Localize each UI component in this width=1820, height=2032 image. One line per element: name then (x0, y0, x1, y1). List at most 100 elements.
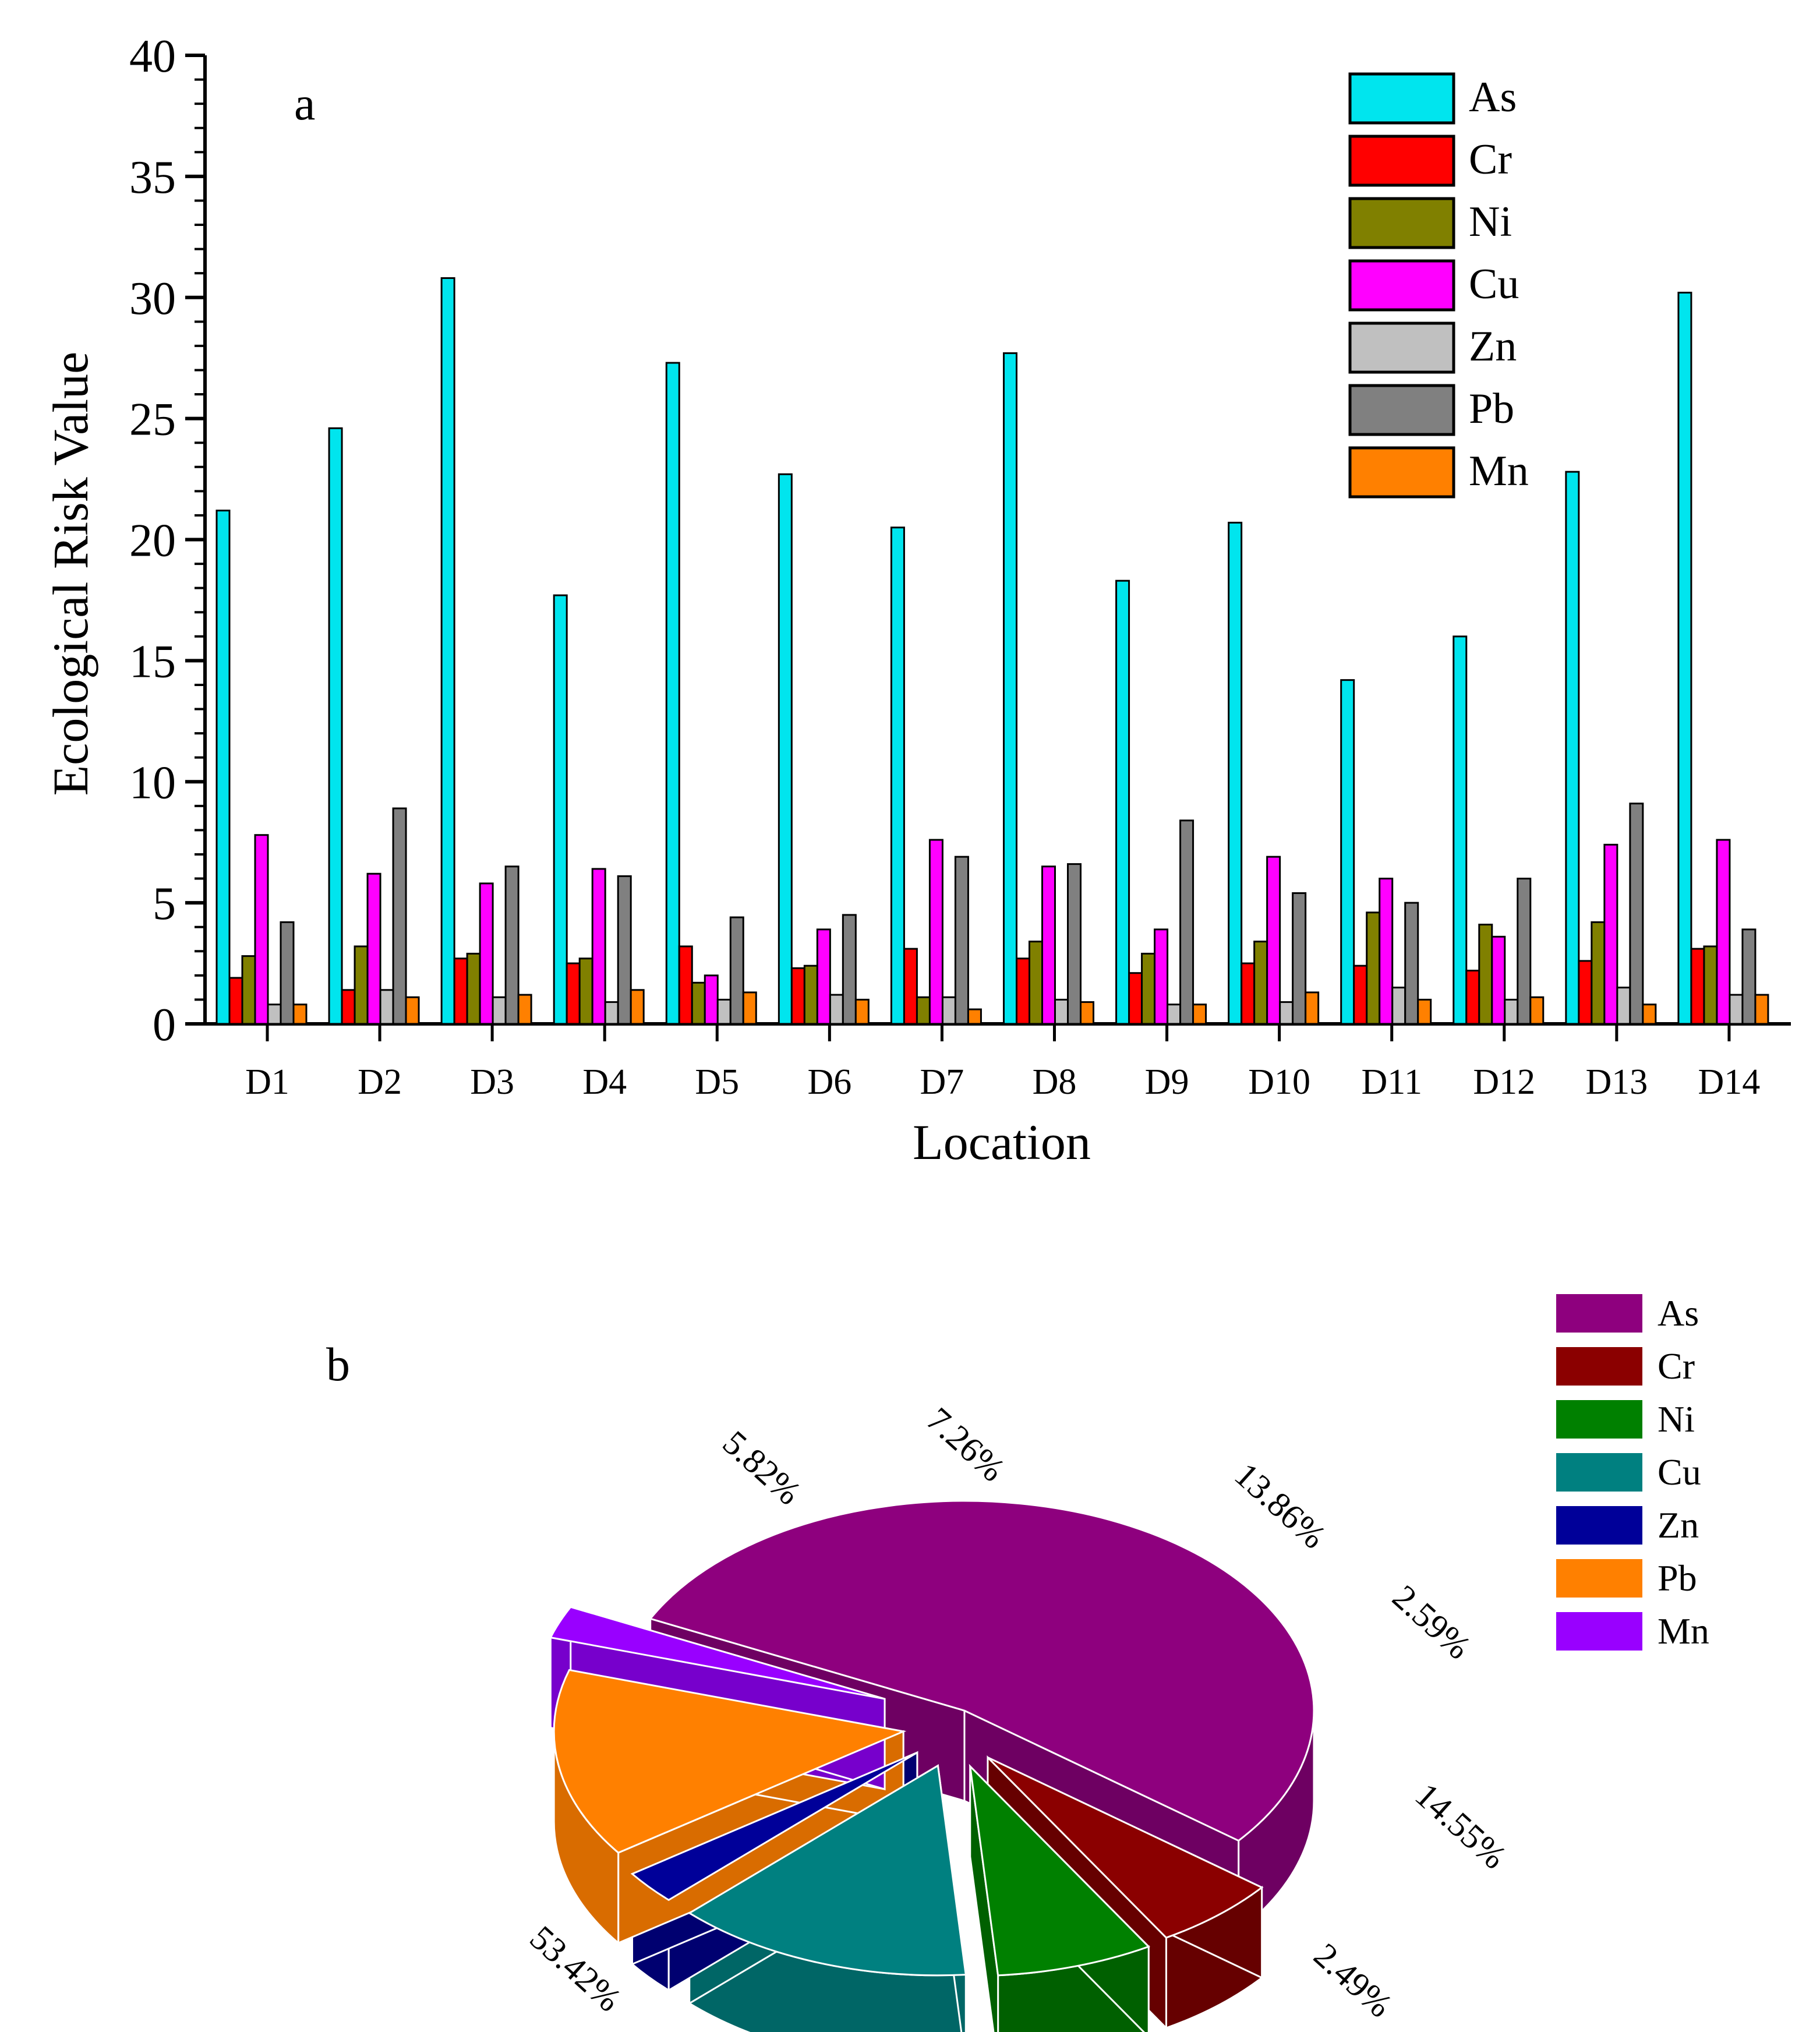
pie-legend-swatch-pb (1556, 1559, 1642, 1598)
bar-cu-d2 (366, 872, 381, 1025)
bar-mn-d9 (1192, 1003, 1207, 1025)
pie-legend-label-pb: Pb (1658, 1557, 1697, 1599)
legend-label-mn: Mn (1469, 447, 1529, 495)
bar-pb-d7 (954, 856, 969, 1025)
bar-mn-d5 (742, 991, 757, 1025)
legend-swatch-cu (1348, 259, 1455, 312)
y-tick-label: 10 (129, 757, 176, 808)
x-tick-label-d13: D13 (1585, 1062, 1648, 1102)
bar-zn-d12 (1504, 998, 1519, 1025)
bar-cr-d9 (1128, 972, 1143, 1025)
bar-legend: As Cr Ni Cu Zn Pb Mn (1348, 72, 1529, 499)
x-tick-label-d2: D2 (358, 1062, 402, 1102)
bar-cu-d14 (1716, 839, 1731, 1025)
legend-swatch-pb (1348, 384, 1455, 436)
bar-mn-d8 (1080, 1001, 1094, 1025)
panel-label-a: a (294, 77, 315, 130)
bar-axes (185, 54, 1791, 1041)
bar-ni-d1 (241, 955, 256, 1025)
x-tick-label-d12: D12 (1473, 1062, 1535, 1102)
x-tick-label-d3: D3 (470, 1062, 514, 1102)
pie-legend-label-zn: Zn (1658, 1504, 1699, 1546)
bar-pb-d5 (729, 916, 744, 1025)
y-tick-label: 35 (129, 152, 176, 203)
legend-label-zn: Zn (1469, 323, 1517, 370)
bar-cr-d14 (1690, 948, 1705, 1025)
bar-as-d4 (553, 594, 568, 1025)
bar-zn-d4 (604, 1001, 619, 1025)
bar-ni-d13 (1591, 921, 1606, 1025)
bar-mn-d11 (1417, 998, 1432, 1025)
pie-legend-swatch-as (1556, 1294, 1642, 1333)
legend-swatch-mn (1348, 446, 1455, 499)
bar-cr-d13 (1578, 960, 1593, 1025)
bar-ni-d8 (1029, 941, 1043, 1025)
y-tick-label: 30 (129, 273, 176, 324)
y-axis-title: Ecological Risk Value (43, 352, 98, 796)
bar-zn-d13 (1616, 987, 1631, 1025)
x-tick-label-d11: D11 (1361, 1062, 1422, 1102)
bar-as-d13 (1565, 471, 1580, 1025)
pie-label-cr: 5.82% (716, 1423, 808, 1512)
x-tick-label-d1: D1 (245, 1062, 289, 1102)
bar-cr-d2 (341, 989, 356, 1025)
pie-chart-panel-b: b 53.42%5.82% 7.26%13.86%2.59%14.55%2.49%… (326, 1292, 1709, 2032)
bar-pb-d1 (280, 921, 295, 1025)
bar-cu-d11 (1379, 878, 1394, 1025)
bar-mn-d13 (1642, 1003, 1657, 1025)
bar-as-d2 (328, 427, 343, 1025)
bar-zn-d6 (829, 994, 844, 1025)
y-tick-label: 25 (129, 394, 176, 446)
bar-mn-d10 (1305, 991, 1320, 1025)
bar-as-d11 (1340, 679, 1355, 1025)
bar-as-d3 (440, 277, 455, 1025)
bar-cr-d10 (1241, 962, 1256, 1025)
pie-slice-cr (987, 1757, 1264, 1939)
pie-legend-label-cu: Cu (1658, 1451, 1701, 1493)
bar-mn-d6 (854, 998, 870, 1025)
bar-as-d6 (778, 473, 793, 1025)
bar-as-d9 (1115, 579, 1130, 1025)
bar-as-d1 (215, 510, 231, 1025)
pie-label-pb: 14.55% (1408, 1776, 1514, 1876)
bar-ni-d6 (803, 964, 818, 1025)
y-tick-label: 5 (153, 878, 176, 930)
bar-as-d10 (1228, 521, 1243, 1025)
bar-as-d8 (1003, 352, 1017, 1025)
bar-cu-d4 (591, 868, 606, 1025)
bar-pb-d2 (392, 807, 407, 1025)
bar-pb-d9 (1179, 819, 1195, 1025)
x-tick-label-d9: D9 (1145, 1062, 1189, 1102)
bar-pb-d10 (1292, 892, 1307, 1025)
pie-legend-label-cr: Cr (1658, 1345, 1695, 1387)
bar-zn-d5 (716, 998, 731, 1025)
bar-cu-d12 (1491, 935, 1506, 1025)
bar-ni-d7 (916, 996, 931, 1025)
bar-mn-d4 (630, 989, 645, 1025)
bar-cu-d7 (928, 839, 943, 1025)
pie-legend-swatch-cu (1556, 1453, 1642, 1492)
pie-legend: As Cr Ni Cu Zn Pb Mn (1556, 1292, 1709, 1652)
x-tick-label-d6: D6 (807, 1062, 851, 1102)
bar-cr-d6 (790, 967, 805, 1025)
bar-cu-d9 (1154, 928, 1169, 1025)
bar-mn-d7 (967, 1008, 982, 1025)
bar-pb-d4 (617, 875, 632, 1025)
bar-cu-d6 (816, 928, 831, 1025)
x-tick-label-d5: D5 (695, 1062, 739, 1102)
y-tick-label: 20 (129, 515, 176, 567)
x-axis-title: Location (913, 1114, 1091, 1170)
legend-swatch-zn (1348, 321, 1455, 374)
pie-label-mn: 2.49% (1307, 1936, 1400, 2025)
bar-mn-d14 (1754, 994, 1769, 1025)
y-tick-label: 40 (129, 31, 176, 82)
pie-slice-cu (687, 1764, 967, 1977)
bar-cr-d7 (903, 948, 918, 1025)
bar-ni-d11 (1366, 911, 1381, 1025)
y-tick-label: 0 (153, 999, 176, 1051)
bar-ni-d3 (466, 952, 481, 1025)
bar-chart-panel-a: 0 5 10 15 20 25 30 35 40 D1 D2 D3 D4 D5 D6 D7 D8 D9 D10 D11… (43, 31, 1791, 1170)
bar-cu-d5 (704, 974, 719, 1025)
y-tick-label: 15 (129, 636, 176, 687)
